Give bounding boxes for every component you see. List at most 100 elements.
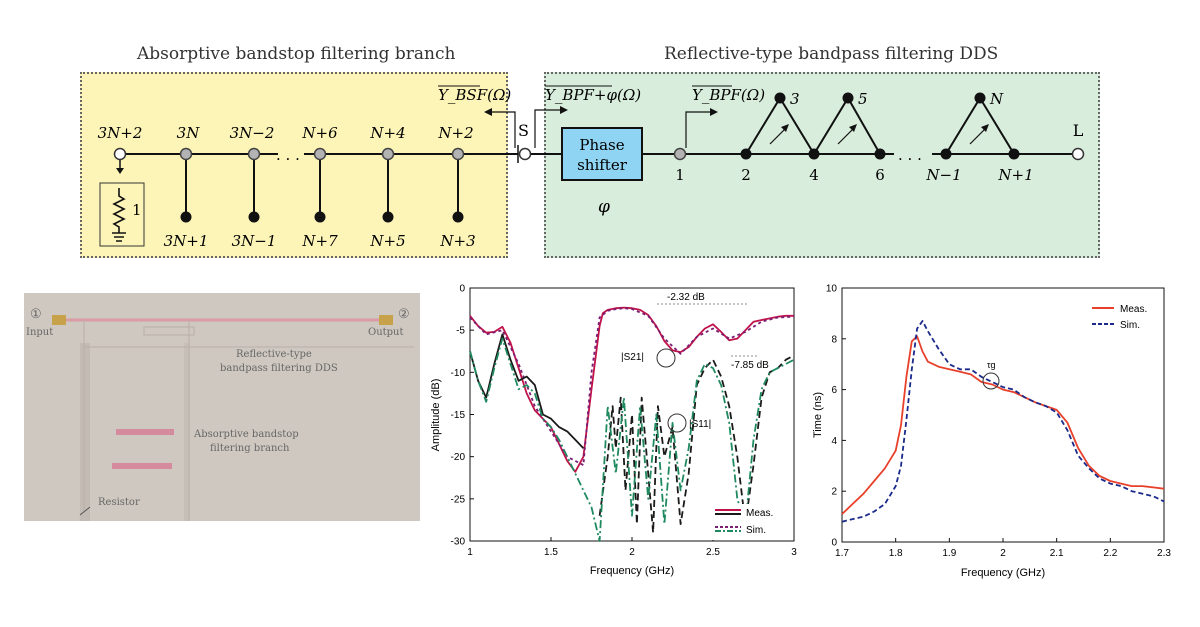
time-series-0 <box>841 335 1165 515</box>
resistor-box <box>99 182 145 247</box>
bsf-bottom-label-2: N+7 <box>301 232 338 250</box>
bsf-node-3n2 <box>113 147 127 161</box>
right-panel-title: Reflective-type bandpass filtering DDS <box>664 44 999 64</box>
amp-series-1 <box>469 307 795 467</box>
resistor-label: 1 <box>132 201 142 219</box>
bpf-bottom-label-2: 2 <box>741 166 751 184</box>
time-xtick-label: 2.1 <box>1050 548 1064 559</box>
coupling-arrows <box>769 127 987 145</box>
amp-series-3 <box>598 354 795 534</box>
time-legend-meas: Meas. <box>1120 304 1147 315</box>
input-port-marker: ① <box>30 307 42 322</box>
time-xtick-label: 1.9 <box>942 548 956 559</box>
amp-xtick-label: 1.5 <box>544 547 558 558</box>
time-legend: Meas. Sim. <box>1092 304 1147 331</box>
port-l-node <box>1071 147 1085 161</box>
bpf-top-label-3: 3 <box>790 90 800 108</box>
bandpass-dds-panel <box>544 72 1100 258</box>
left-panel-title: Absorptive bandstop filtering branch <box>137 44 456 64</box>
bsf-top-label-2: 3N−2 <box>230 124 275 142</box>
bpf-dots: · · · <box>898 150 922 168</box>
admittance-bsf-label: Y_BSF(Ω) <box>438 86 511 104</box>
s11-marker-circle <box>667 413 687 433</box>
bsf-top-label-3: N+6 <box>301 124 338 142</box>
dds-label-1: Reflective-type <box>236 349 312 360</box>
amp-ytick-label: -10 <box>451 368 466 379</box>
time-xtick-label: 2.3 <box>1157 548 1171 559</box>
amp-legend-meas: Meas. <box>746 508 773 519</box>
time-legend-sim: Sim. <box>1120 320 1140 331</box>
amp-xtick-label: 1 <box>467 547 473 558</box>
bpf-nodes <box>740 92 1020 160</box>
output-label: Output <box>368 327 404 338</box>
port-l-label: L <box>1073 121 1084 140</box>
bsf-bottom-label-0: 3N+1 <box>164 232 209 250</box>
time-ytick-label: 8 <box>831 334 837 345</box>
level-annotation: -7.85 dB <box>731 360 769 371</box>
time-ytick-label: 4 <box>831 436 837 447</box>
resistor-label-photo: Resistor <box>98 497 140 508</box>
bpf-bottom-label-4: 4 <box>809 166 819 184</box>
bsf-bottom-label-3: N+5 <box>369 232 405 250</box>
bsf-bottom-label-4: N+3 <box>439 232 475 250</box>
bpf-bottom-label-n+1: N+1 <box>997 166 1033 184</box>
amp-ytick-label: -5 <box>456 326 465 337</box>
amp-xtick-label: 2.5 <box>706 547 720 558</box>
amp-ytick-label: -30 <box>451 537 466 548</box>
time-xtick-label: 1.7 <box>835 548 849 559</box>
time-xtick-label: 1.8 <box>889 548 903 559</box>
phase-shifter-label-2: shifter <box>577 156 628 174</box>
bsf-bottom-label-1: 3N−1 <box>232 232 277 250</box>
bsf-bottom-nodes <box>180 211 464 223</box>
bsf-top-label-0: 3N+2 <box>98 124 143 142</box>
input-label: Input <box>26 327 54 338</box>
amp-ylabel: Amplitude (dB) <box>430 379 442 452</box>
bsf-top-label-4: N+4 <box>369 124 405 142</box>
amp-xtick-label: 3 <box>791 547 797 558</box>
circuit-schematic: 1 · · · 3N+2 3N 3N−2 N+6 N+4 N+2 3N+1 3N… <box>98 85 1085 250</box>
amp-ytick-label: 0 <box>459 284 465 295</box>
amp-legend: Meas. Sim. <box>711 504 793 540</box>
bpf-top-label-5: 5 <box>858 90 868 108</box>
amp-xlabel: Frequency (GHz) <box>590 565 674 577</box>
group-delay-chart: 1.7 1.8 1.9 2 2.1 2.2 2.3 10 8 6 4 2 0 Frequency (GH… <box>812 284 1171 580</box>
bsf-label-2: filtering branch <box>210 443 290 454</box>
bpf-top-label-n: N <box>989 90 1004 108</box>
bsf-top-label-1: 3N <box>177 124 201 142</box>
amp-series-2 <box>469 333 585 449</box>
port-s-node <box>518 147 532 161</box>
amp-ytick-label: -20 <box>451 452 466 463</box>
resistor-icon <box>112 188 126 242</box>
time-xtick-label: 2.2 <box>1103 548 1117 559</box>
tau-label: τg <box>987 360 996 370</box>
bpf-bottom-label-6: 6 <box>875 166 885 184</box>
bpf-bottom-label-n-1: N−1 <box>925 166 961 184</box>
s11-label: |S11| <box>689 419 711 430</box>
phase-shifter-block <box>561 127 643 181</box>
bsf-label-1: Absorptive bandstop <box>194 429 299 440</box>
time-ytick-label: 6 <box>831 385 837 396</box>
time-series-1 <box>841 320 1165 523</box>
amp-xtick-label: 2 <box>629 547 635 558</box>
amplitude-chart: 1 1.5 2 2.5 3 0 -5 -10 -15 -20 -25 -30 Frequency (G… <box>430 284 797 578</box>
dds-label-2: bandpass filtering DDS <box>220 363 338 374</box>
s21-marker-circle <box>656 348 676 368</box>
bsf-top-nodes <box>179 147 465 161</box>
board-traces <box>24 293 420 521</box>
time-ytick-label: 0 <box>831 538 837 549</box>
time-xlabel: Frequency (GHz) <box>961 567 1045 579</box>
bpf-bottom-label-1: 1 <box>675 166 685 184</box>
admittance-bpf-phi-label: Y_BPF+φ(Ω) <box>545 86 641 104</box>
output-port-marker: ② <box>398 307 410 322</box>
admittance-bpf-label: Y_BPF(Ω) <box>692 86 765 104</box>
phase-shifter-label-1: Phase <box>579 136 624 154</box>
phase-symbol: φ <box>598 197 610 217</box>
port-s-label: S <box>518 121 529 140</box>
peak-annotation: -2.32 dB <box>667 292 705 303</box>
tau-marker-circle <box>982 372 1000 390</box>
bpf-node-1 <box>673 147 687 161</box>
fabricated-board-photo: ① Input ② Output Reflective-type bandpas… <box>24 293 420 521</box>
amp-legend-sim: Sim. <box>746 525 766 536</box>
s21-label: |S21| <box>621 352 644 363</box>
bandstop-branch-panel <box>80 72 508 258</box>
